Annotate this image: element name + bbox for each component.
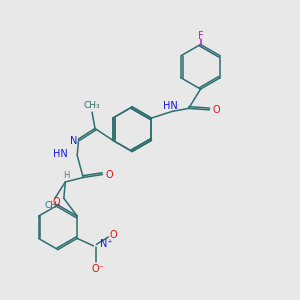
Text: N: N <box>70 136 77 146</box>
Text: O⁻: O⁻ <box>92 264 104 274</box>
Text: HN: HN <box>164 101 178 111</box>
Text: O: O <box>110 230 118 241</box>
Text: CH₃: CH₃ <box>44 201 61 210</box>
Text: HN: HN <box>52 149 68 159</box>
Text: O: O <box>212 105 220 115</box>
Text: CH₃: CH₃ <box>84 101 100 110</box>
Text: N⁺: N⁺ <box>100 239 113 249</box>
Text: O: O <box>105 169 113 179</box>
Text: F: F <box>198 31 203 41</box>
Text: H: H <box>63 171 69 180</box>
Text: O: O <box>52 197 60 207</box>
